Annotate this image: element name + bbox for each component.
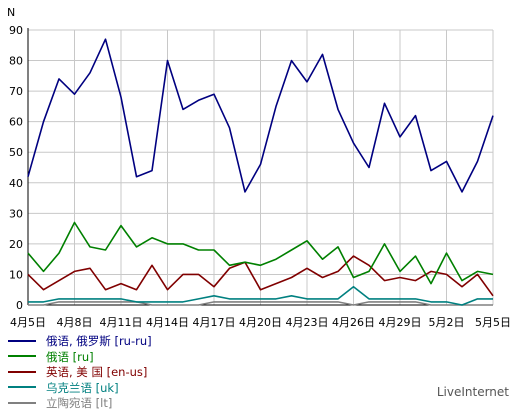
y-tick-label: 80 (9, 55, 23, 68)
y-tick-label: 50 (9, 146, 23, 159)
x-tick-label: 4月5日 (10, 316, 46, 329)
x-tick-labels: 4月5日 4月8日 4月11日 4月14日 4月17日 4月20日 4月23日 4月26日 4月… (10, 316, 511, 329)
x-tick-label: 4月14日 (146, 316, 189, 329)
grid (27, 29, 494, 306)
legend-item-ru: 俄语 [ru] (8, 350, 308, 366)
y-tick-label: 0 (16, 299, 23, 312)
legend-label-lt: 立陶宛语 [lt] (46, 396, 113, 410)
x-tick-label: 4月17日 (193, 316, 236, 329)
x-tick-label: 4月26日 (332, 316, 375, 329)
y-tick-label: 20 (9, 238, 23, 251)
legend-item-uk: 乌克兰语 [uk] (8, 381, 308, 397)
legend-item-en-us: 英语, 美 国 [en-us] (8, 365, 308, 381)
y-tick-labels: 0 10 20 30 40 50 60 70 80 90 (9, 24, 23, 312)
x-tick-label: 5月5日 (475, 316, 511, 329)
legend: 俄语, 俄罗斯 [ru-ru] 俄语 [ru] 英语, 美 国 [en-us] … (8, 334, 308, 412)
y-tick-label: 30 (9, 207, 23, 220)
series-line-3 (28, 285, 493, 306)
legend-item-ru-ru: 俄语, 俄罗斯 [ru-ru] (8, 334, 308, 350)
y-tick-label: 60 (9, 116, 23, 129)
y-tick-label: 70 (9, 85, 23, 98)
x-tick-label: 4月29日 (379, 316, 422, 329)
x-tick-label: 4月23日 (286, 316, 329, 329)
x-tick-label: 4月20日 (239, 316, 282, 329)
y-tick-label: 10 (9, 268, 23, 281)
x-tick-label: 4月8日 (57, 316, 93, 329)
legend-label-ru-ru: 俄语, 俄罗斯 [ru-ru] (46, 334, 152, 348)
legend-swatch-en-us (8, 370, 36, 373)
x-tick-label: 4月11日 (100, 316, 143, 329)
series-lines (27, 38, 494, 306)
legend-label-ru: 俄语 [ru] (46, 349, 94, 364)
legend-item-lt: 立陶宛语 [lt] (8, 396, 308, 412)
brand-label: LiveInternet (436, 385, 509, 399)
series-line-0 (27, 38, 494, 193)
legend-swatch-ru (8, 355, 36, 357)
line-chart: 4月5日 4月8日 4月11日 4月14日 4月17日 4月20日 4月23日 4月26日 4月… (7, 6, 511, 329)
legend-label-en-us: 英语, 美 国 [en-us] (46, 365, 148, 379)
legend-swatch-uk (8, 386, 36, 388)
series-line-2 (27, 255, 494, 297)
y-axis-label: N (7, 6, 15, 19)
y-tick-label: 40 (9, 177, 23, 190)
y-tick-label: 90 (9, 24, 23, 37)
legend-label-uk: 乌克兰语 [uk] (46, 380, 119, 395)
legend-swatch-ru-ru (8, 339, 36, 342)
series-line-4 (28, 301, 493, 306)
series-line-1 (27, 221, 494, 285)
axes (27, 28, 493, 306)
x-tick-label: 5月2日 (429, 316, 465, 329)
legend-swatch-lt (8, 401, 36, 404)
